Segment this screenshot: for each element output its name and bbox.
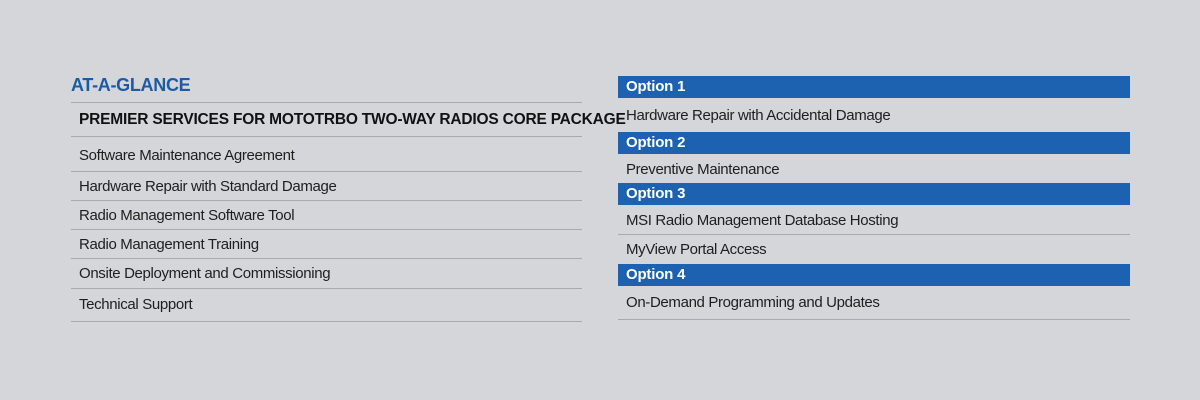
list-item: On-Demand Programming and Updates: [626, 294, 880, 311]
option-3-header: Option 3: [618, 183, 1130, 205]
option-4-header: Option 4: [618, 264, 1130, 286]
list-item: Radio Management Software Tool: [79, 207, 295, 224]
list-item: MyView Portal Access: [626, 241, 767, 258]
list-item: Onsite Deployment and Commissioning: [79, 265, 331, 282]
option-1-header: Option 1: [618, 76, 1130, 98]
list-item: Hardware Repair with Standard Damage: [79, 178, 337, 195]
section-title: AT-A-GLANCE: [71, 75, 191, 95]
divider: [71, 258, 582, 259]
list-item: Hardware Repair with Accidental Damage: [626, 107, 891, 124]
divider: [71, 288, 582, 289]
list-item: Radio Management Training: [79, 236, 259, 253]
divider: [618, 234, 1130, 235]
divider: [71, 321, 582, 322]
divider: [71, 136, 582, 137]
divider: [71, 200, 582, 201]
list-item: Technical Support: [79, 296, 193, 313]
list-item: Software Maintenance Agreement: [79, 147, 295, 164]
divider: [71, 102, 582, 103]
divider: [71, 229, 582, 230]
list-item: MSI Radio Management Database Hosting: [626, 212, 899, 229]
divider: [71, 171, 582, 172]
option-2-header: Option 2: [618, 132, 1130, 154]
core-package-header: PREMIER SERVICES FOR MOTOTRBO TWO-WAY RA…: [79, 111, 626, 128]
list-item: Preventive Maintenance: [626, 161, 780, 178]
divider: [618, 319, 1130, 320]
